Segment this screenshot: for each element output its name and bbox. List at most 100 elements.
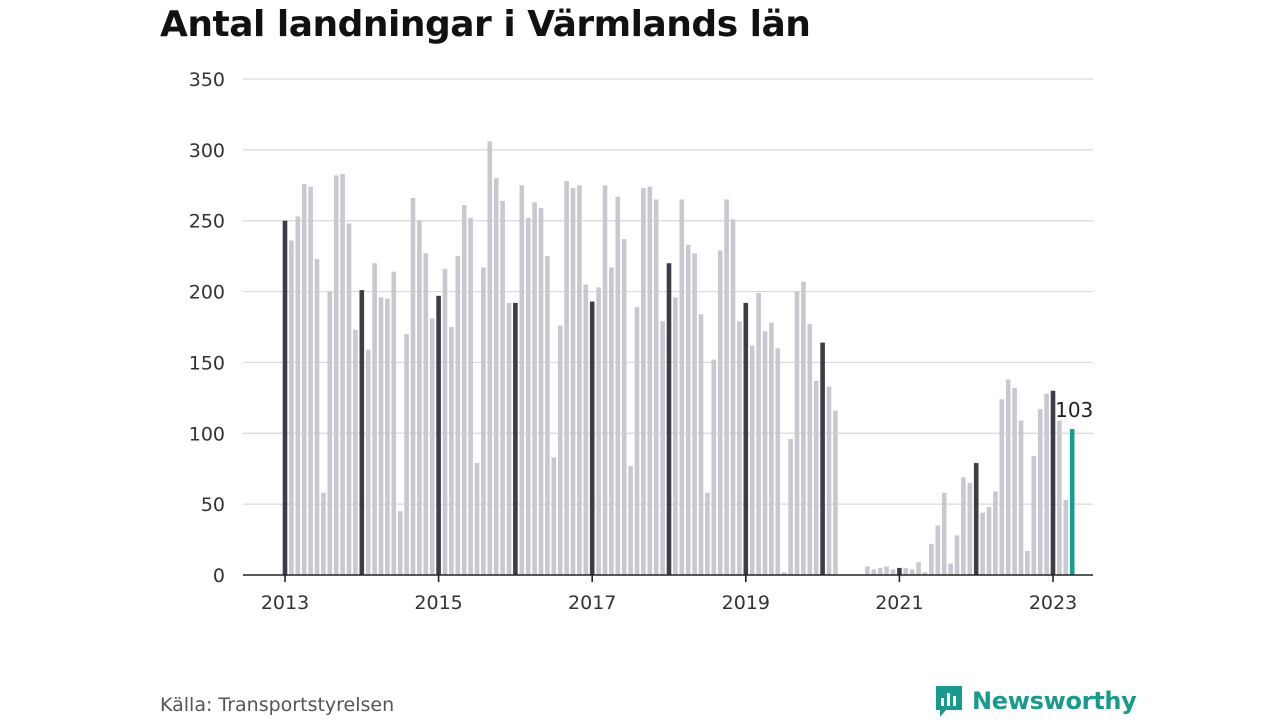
bar	[813, 380, 819, 575]
bar	[826, 386, 832, 575]
x-tick-label: 2023	[1029, 592, 1077, 614]
brand-logo[interactable]: Newsworthy	[934, 684, 1137, 718]
bar	[570, 188, 576, 575]
bar	[653, 199, 659, 575]
bar	[954, 535, 960, 575]
bar	[929, 543, 934, 575]
bar	[417, 220, 422, 575]
bar	[1050, 390, 1056, 575]
bar	[1057, 420, 1062, 575]
bar	[513, 302, 518, 575]
bar	[500, 200, 505, 576]
bar	[724, 199, 729, 575]
bar	[621, 239, 627, 575]
bar	[628, 465, 633, 575]
bar	[340, 173, 345, 575]
bar	[769, 322, 774, 575]
bar	[295, 216, 301, 575]
bar	[807, 324, 813, 575]
bar	[775, 348, 781, 575]
bar	[986, 506, 992, 575]
y-tick-label: 0	[213, 565, 225, 587]
bar	[762, 331, 768, 575]
x-tick-label: 2021	[875, 592, 923, 614]
bar	[615, 196, 621, 575]
bar	[468, 217, 473, 575]
y-tick-label: 50	[201, 494, 225, 516]
bar	[877, 567, 883, 575]
bar	[1031, 455, 1037, 575]
bar	[506, 302, 512, 575]
bar	[916, 562, 921, 575]
bar	[781, 572, 787, 575]
bar	[717, 250, 723, 575]
bar	[1005, 379, 1011, 575]
bar	[973, 463, 979, 575]
bar	[1037, 409, 1043, 575]
x-tick-label: 2017	[568, 592, 616, 614]
bar	[410, 198, 416, 576]
bar	[481, 267, 486, 575]
bar	[589, 301, 595, 575]
bar	[967, 482, 973, 575]
bar	[685, 244, 691, 575]
bar	[634, 307, 640, 575]
bar	[884, 566, 889, 575]
y-tick-label: 350	[189, 69, 225, 91]
bar	[890, 569, 896, 575]
x-tick-label: 2013	[261, 592, 309, 614]
bar	[1025, 550, 1030, 575]
bar	[525, 217, 531, 575]
bar	[301, 183, 307, 575]
bar	[308, 186, 313, 575]
bar	[487, 141, 493, 575]
bar	[282, 220, 288, 575]
bar	[961, 477, 966, 575]
bar	[449, 327, 454, 575]
bar	[385, 298, 390, 575]
bar	[749, 345, 755, 575]
bar	[404, 334, 409, 575]
newsworthy-logo-icon	[936, 686, 962, 717]
bar	[346, 223, 352, 575]
bar	[673, 297, 678, 575]
bar	[551, 457, 557, 575]
bar	[519, 185, 525, 576]
bar	[596, 287, 601, 575]
bar	[577, 185, 582, 576]
bar	[423, 253, 429, 575]
bar	[948, 563, 953, 575]
y-tick-label: 300	[189, 140, 225, 162]
source-label: Källa: Transportstyrelsen	[160, 694, 395, 716]
bar	[602, 185, 608, 576]
bar	[897, 567, 902, 575]
bar	[365, 349, 371, 575]
bar	[1012, 387, 1017, 575]
bar	[1018, 420, 1024, 575]
bar	[321, 492, 326, 575]
bar	[833, 410, 838, 575]
bar	[909, 569, 915, 575]
bar	[647, 186, 653, 575]
y-axis-ticks: 0 50 100 150 200 250 300 350	[189, 69, 225, 587]
x-tick-label: 2015	[414, 592, 462, 614]
bar	[903, 567, 909, 575]
bar	[820, 342, 825, 575]
bar	[378, 297, 384, 575]
bar	[359, 290, 365, 575]
bar	[698, 314, 704, 575]
bar	[922, 572, 928, 575]
bar	[666, 263, 672, 575]
bar	[327, 291, 333, 575]
y-tick-label: 150	[189, 352, 225, 374]
bar	[442, 268, 448, 575]
bar	[801, 281, 806, 575]
x-tick-label: 2019	[722, 592, 770, 614]
bar	[641, 188, 646, 575]
bar	[545, 256, 550, 575]
annotations: 103	[1055, 398, 1093, 422]
bar	[353, 329, 358, 575]
bar	[461, 205, 467, 575]
bar	[474, 463, 480, 575]
bar	[692, 253, 697, 575]
